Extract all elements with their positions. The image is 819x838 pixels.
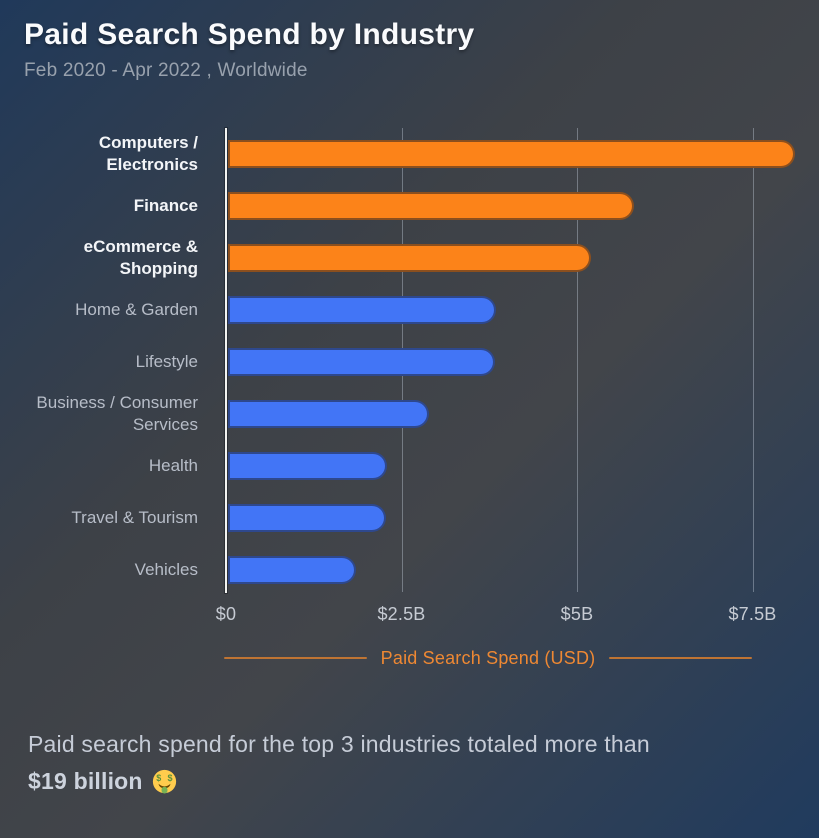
bar [228,556,356,584]
y-axis-line [225,128,227,593]
category-label: eCommerce & Shopping [83,237,198,278]
category-label: Home & Garden [75,300,198,319]
bar-chart: Computers / Electronics Finance eCommerce … [0,128,819,596]
svg-text:$: $ [156,773,161,783]
money-mouth-emoji-icon: $ $ [152,769,176,794]
axis-title-line-left [224,657,367,659]
category-label: Lifestyle [135,352,198,371]
caption-text: Paid search spend for the top 3 industri… [28,731,650,757]
category-label: Travel & Tourism [71,508,198,527]
bar [228,400,429,428]
bar [228,192,634,220]
bar-row: Lifestyle [0,336,819,388]
bar-row: eCommerce & Shopping [0,232,819,284]
bar-row: Business / Consumer Services [0,388,819,440]
category-label: Vehicles [134,560,198,579]
x-axis-ticks: $0 $2.5B $5B $7.5B [0,604,819,628]
axis-title-label: Paid Search Spend (USD) [380,647,596,668]
bar [228,504,386,532]
x-axis-title: Paid Search Spend (USD) [224,646,753,670]
category-label: Computers / Electronics [98,133,198,174]
bar [228,140,795,168]
bar [228,244,591,272]
category-label: Business / Consumer Services [36,393,198,434]
svg-text:$: $ [167,773,172,783]
gridline [752,128,754,592]
tick-label: $7.5B [728,604,777,624]
gridline [577,128,578,592]
tick-label: $0 [215,604,237,624]
tick-label: $5B [560,604,594,624]
category-label: Finance [133,196,198,215]
caption: Paid search spend for the top 3 industri… [28,726,788,800]
bar-row: Computers / Electronics [0,128,819,180]
bar-row: Travel & Tourism [0,492,819,544]
page-title: Paid Search Spend by Industry [24,18,475,51]
bar-row: Home & Garden [0,284,819,336]
subtitle: Feb 2020 - Apr 2022 , Worldwide [24,60,308,81]
caption-highlight: $19 billion [28,768,143,794]
category-label: Health [148,456,198,475]
bar-row: Vehicles [0,544,819,596]
bar [228,452,387,480]
bar-row: Health [0,440,819,492]
axis-title-line-right [609,657,753,659]
bar-row: Finance [0,180,819,232]
tick-label: $2.5B [377,604,426,624]
bar [228,296,496,324]
bar [228,348,495,376]
